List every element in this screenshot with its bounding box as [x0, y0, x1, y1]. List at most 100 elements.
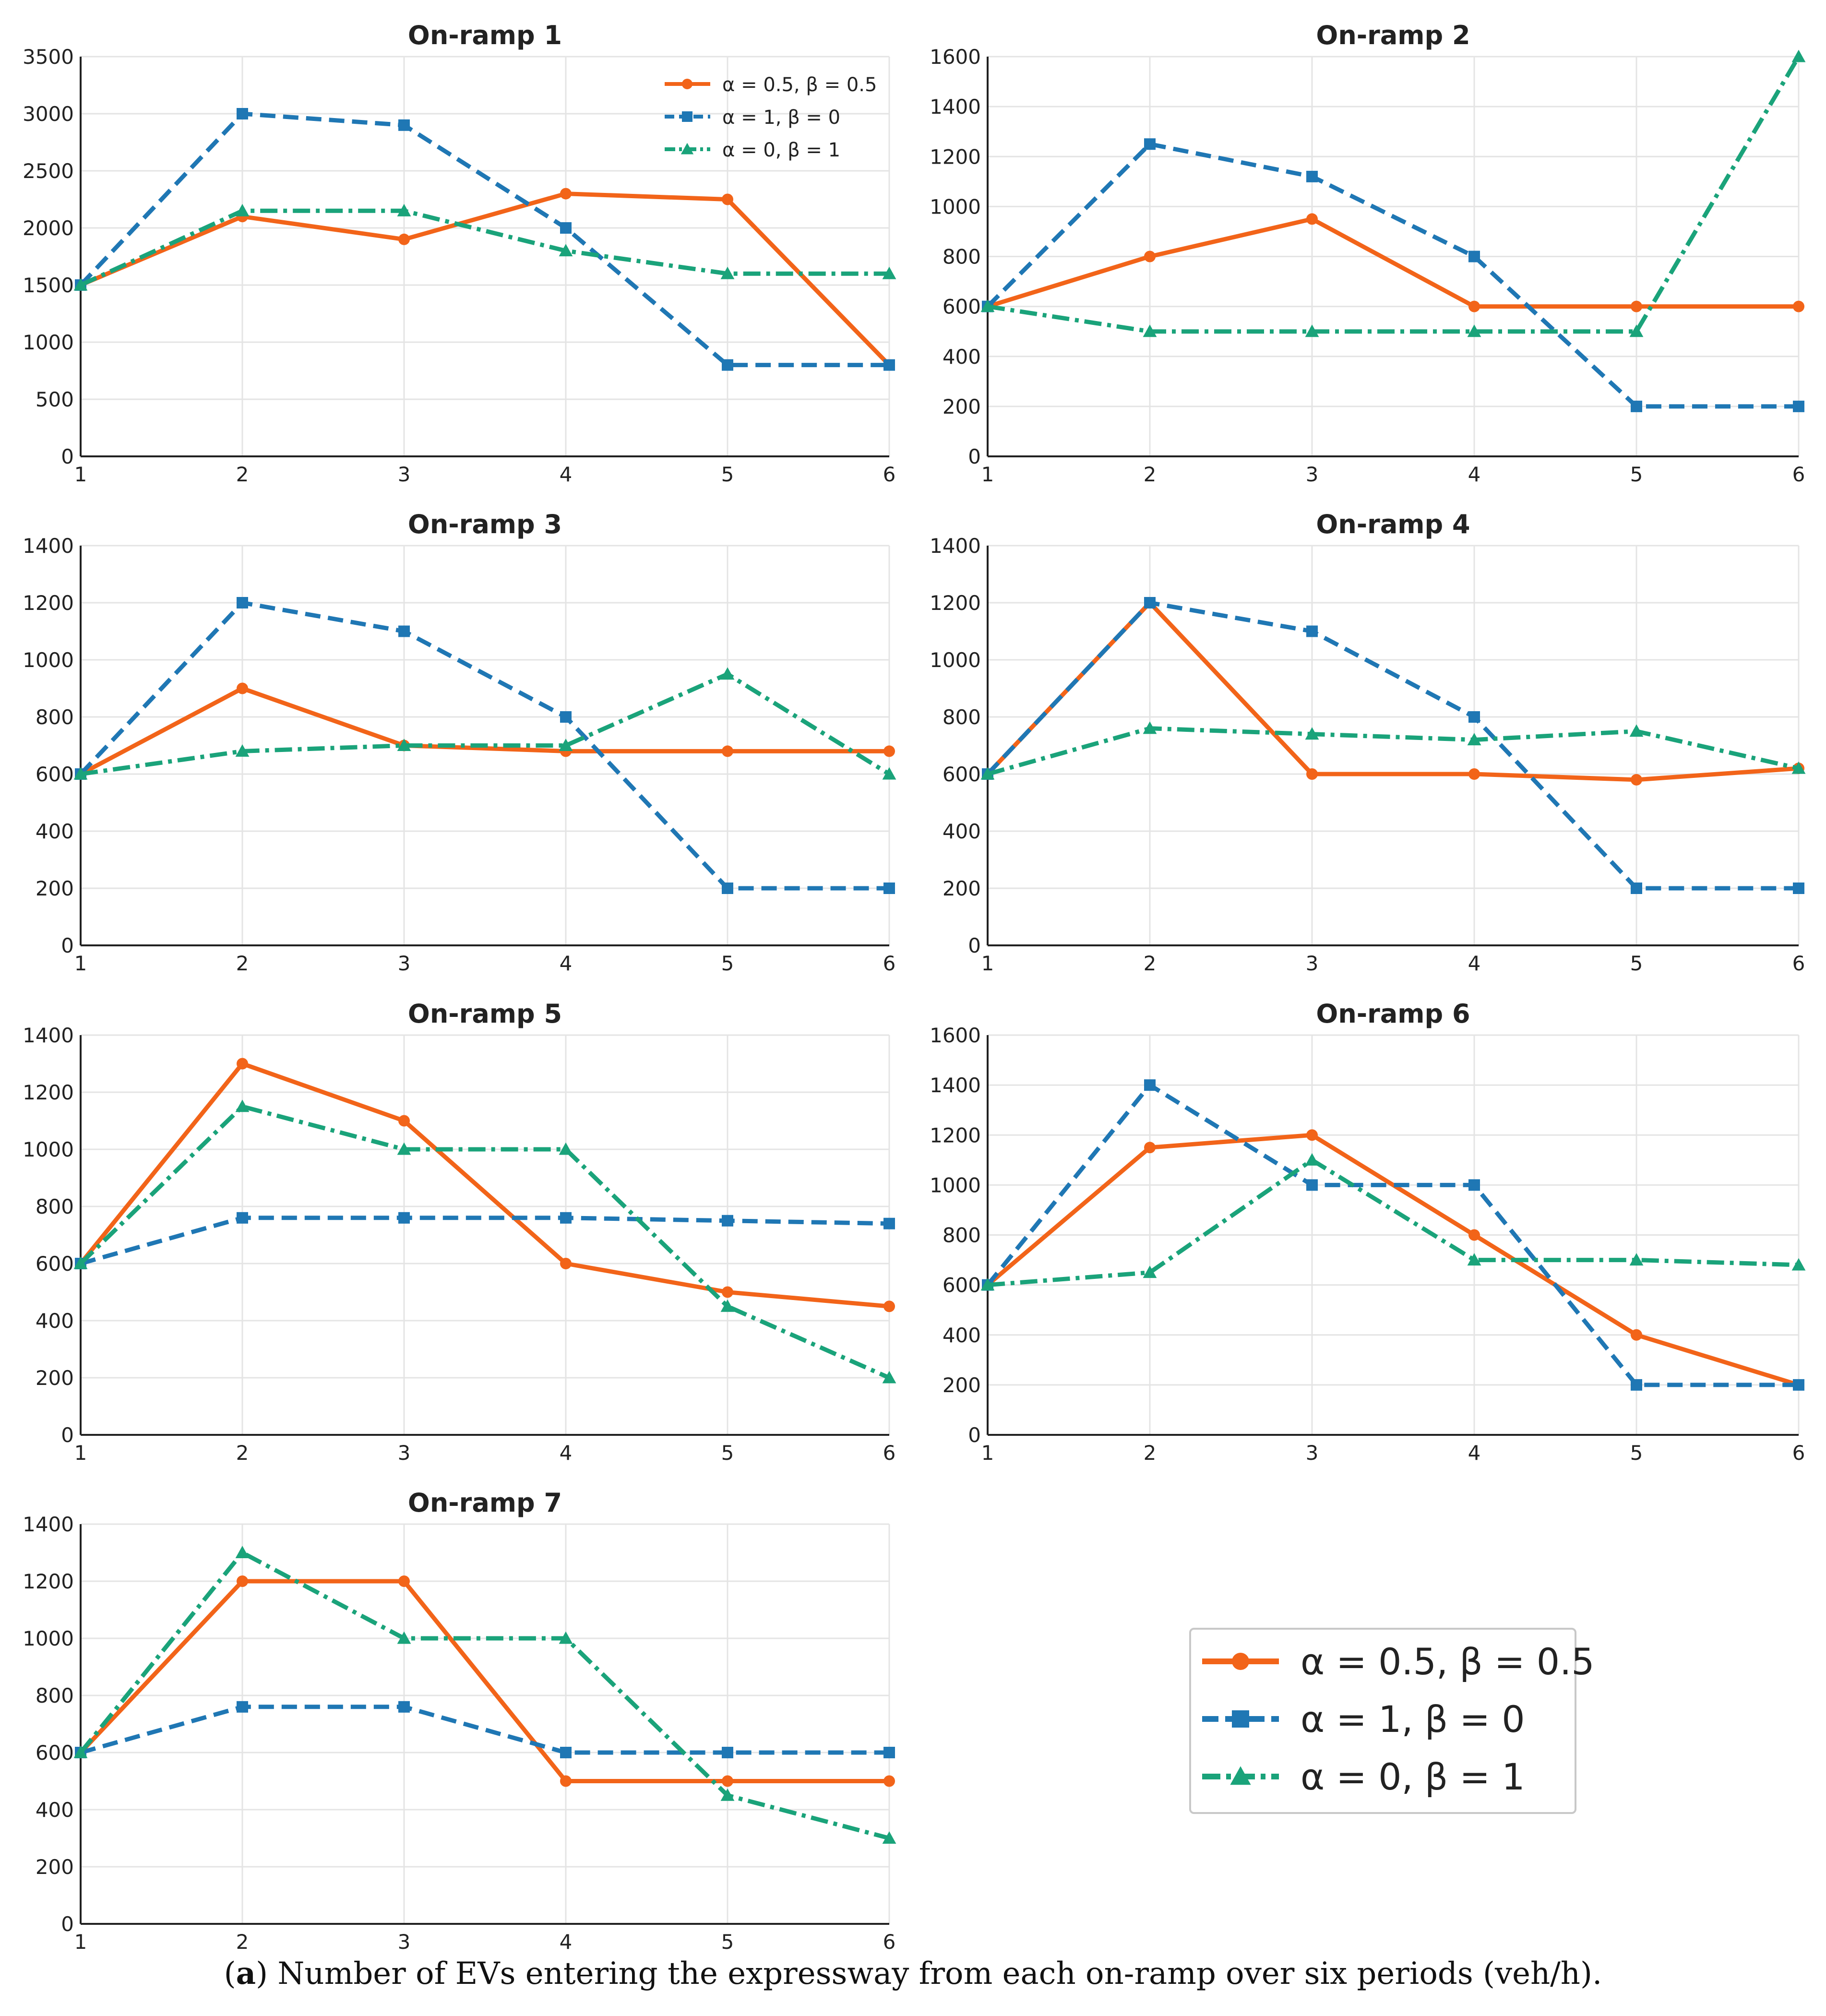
- x-tick-label: 1: [74, 952, 87, 975]
- x-tick-label: 4: [560, 1441, 573, 1465]
- caption-text: Number of EVs entering the expressway fr…: [277, 1956, 1602, 1992]
- data-point: [1468, 1229, 1480, 1241]
- y-tick-label: 1400: [23, 534, 74, 558]
- series-line: [79, 1551, 890, 1840]
- y-tick-label: 600: [943, 763, 981, 786]
- y-tick-label: 800: [943, 1224, 981, 1247]
- data-point: [722, 883, 733, 894]
- series-line: [79, 1062, 890, 1309]
- data-point: [397, 203, 411, 216]
- y-tick-label: 0: [61, 1912, 74, 1936]
- panel-legend: α = 0.5, β = 0.5 α = 1, β = 0 α = 0, β = 1: [665, 74, 877, 161]
- series-line: [79, 111, 889, 368]
- y-tick-label: 0: [968, 934, 981, 957]
- series-1: [982, 597, 1804, 786]
- y-tick-label: 600: [943, 295, 981, 319]
- legend-box: [1189, 1628, 1576, 1814]
- y-tick-label: 1600: [930, 45, 981, 69]
- legend-marker: [1230, 1766, 1251, 1785]
- chart-title: On-ramp 5: [408, 999, 562, 1029]
- data-point: [980, 299, 995, 312]
- x-tick-label: 1: [74, 463, 87, 486]
- series-line: [987, 726, 1800, 776]
- x-tick-label: 3: [1306, 463, 1319, 486]
- data-point: [1467, 1253, 1481, 1266]
- y-tick-label: 1400: [930, 534, 981, 558]
- series-line: [80, 1216, 890, 1266]
- chart-title: On-ramp 6: [1316, 999, 1470, 1029]
- y-tick-label: 0: [968, 445, 981, 468]
- data-point: [73, 278, 88, 291]
- x-tick-label: 5: [1630, 1441, 1643, 1465]
- series-line: [80, 672, 891, 776]
- y-tick-label: 0: [968, 1423, 981, 1447]
- data-point: [1468, 768, 1480, 780]
- x-tick-label: 6: [883, 463, 896, 486]
- series-2: [75, 1212, 895, 1269]
- data-point: [1306, 1129, 1318, 1141]
- data-point: [1791, 1258, 1806, 1271]
- data-point: [720, 667, 735, 680]
- data-point: [1631, 774, 1642, 786]
- series-3: [73, 1546, 896, 1844]
- x-tick-label: 3: [398, 1930, 411, 1954]
- x-tick-label: 6: [1792, 463, 1805, 486]
- data-point: [398, 1575, 410, 1587]
- series-line: [80, 1705, 889, 1755]
- data-point: [883, 1775, 895, 1787]
- data-point: [722, 1215, 733, 1227]
- chart-title: On-ramp 7: [408, 1488, 562, 1518]
- series-1: [982, 213, 1804, 312]
- data-point: [560, 188, 572, 200]
- data-point: [237, 597, 248, 608]
- data-point: [560, 1212, 572, 1224]
- data-point: [237, 108, 248, 119]
- data-point: [559, 739, 573, 752]
- data-point: [1306, 768, 1318, 780]
- chart-title: On-ramp 3: [408, 509, 562, 539]
- chart-title: On-ramp 4: [1316, 509, 1470, 539]
- figure-caption: (a) Number of EVs entering the expresswa…: [224, 1956, 1602, 1992]
- x-tick-label: 2: [1144, 1441, 1157, 1465]
- y-tick-label: 600: [36, 1741, 74, 1765]
- panel-legend-label: α = 1, β = 0: [722, 107, 840, 129]
- x-tick-label: 1: [981, 463, 994, 486]
- panel-legend-marker: [680, 143, 694, 155]
- data-point: [882, 1831, 896, 1844]
- series-2: [982, 138, 1804, 412]
- x-tick-label: 2: [1144, 463, 1157, 486]
- data-point: [1144, 251, 1156, 262]
- x-tick-label: 4: [1468, 463, 1481, 486]
- y-tick-label: 1000: [23, 1627, 74, 1650]
- data-point: [883, 359, 895, 371]
- data-point: [883, 1300, 895, 1312]
- main-legend: α = 0.5, β = 0.5 α = 1, β = 0 α = 0, β = 1: [1189, 1628, 1595, 1814]
- data-point: [1467, 324, 1481, 337]
- data-point: [559, 1631, 573, 1644]
- data-point: [398, 1115, 410, 1127]
- data-point: [1306, 170, 1318, 182]
- y-tick-label: 1200: [930, 1123, 981, 1147]
- data-point: [559, 1142, 573, 1155]
- y-tick-label: 1000: [23, 1138, 74, 1161]
- y-tick-label: 800: [943, 245, 981, 269]
- y-tick-label: 1500: [23, 274, 74, 297]
- y-tick-label: 400: [36, 820, 74, 843]
- y-tick-label: 200: [943, 395, 981, 418]
- data-point: [1629, 1253, 1644, 1266]
- data-point: [1631, 400, 1642, 412]
- series-3: [980, 721, 1806, 780]
- data-point: [1144, 1079, 1156, 1091]
- data-point: [235, 203, 250, 216]
- data-point: [1631, 1379, 1642, 1391]
- panel-legend-marker: [682, 79, 692, 89]
- y-tick-label: 3500: [23, 45, 74, 69]
- y-tick-label: 200: [36, 1366, 74, 1390]
- series-3: [980, 49, 1806, 337]
- series-line: [79, 686, 889, 776]
- x-tick-label: 3: [1306, 1441, 1319, 1465]
- data-point: [1629, 724, 1644, 737]
- y-tick-label: 2500: [23, 159, 74, 183]
- x-tick-label: 1: [74, 1441, 87, 1465]
